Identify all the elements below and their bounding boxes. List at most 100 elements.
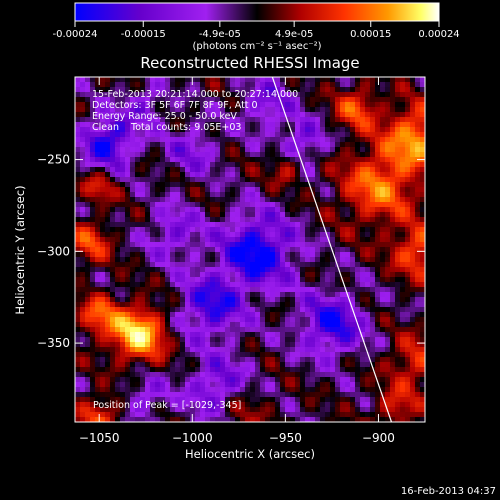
- heatmap-cell: [410, 127, 415, 132]
- heatmap-cell: [85, 147, 90, 152]
- heatmap-cell: [265, 222, 270, 227]
- heatmap-cell: [250, 287, 255, 292]
- heatmap-cell: [245, 77, 250, 82]
- heatmap-cell: [360, 197, 365, 202]
- heatmap-cell: [240, 182, 245, 187]
- heatmap-cell: [310, 272, 315, 277]
- heatmap-cell: [360, 302, 365, 307]
- heatmap-cell: [220, 222, 225, 227]
- heatmap-cell: [390, 192, 395, 197]
- heatmap-cell: [160, 292, 165, 297]
- heatmap-cell: [255, 197, 260, 202]
- heatmap-cell: [370, 397, 375, 402]
- heatmap-cell: [215, 242, 220, 247]
- heatmap-cell: [125, 352, 130, 357]
- heatmap-cell: [375, 342, 380, 347]
- heatmap-cell: [350, 157, 355, 162]
- heatmap-cell: [395, 77, 400, 82]
- heatmap-cell: [365, 232, 370, 237]
- heatmap-cell: [255, 272, 260, 277]
- heatmap-cell: [200, 282, 205, 287]
- heatmap-cell: [225, 77, 230, 82]
- colorbar-ticks: -0.00024 -0.00015 -4.9e-05 4.9e-05 0.00015 0.…: [53, 21, 460, 40]
- heatmap-cell: [370, 242, 375, 247]
- heatmap-cell: [250, 277, 255, 282]
- heatmap-cell: [415, 392, 420, 397]
- heatmap-cell: [125, 362, 130, 367]
- heatmap-cell: [330, 122, 335, 127]
- heatmap-cell: [170, 82, 175, 87]
- heatmap-cell: [75, 77, 80, 82]
- heatmap-cell: [240, 362, 245, 367]
- heatmap-cell: [395, 222, 400, 227]
- heatmap-cell: [355, 112, 360, 117]
- heatmap-cell: [215, 377, 220, 382]
- heatmap-cell: [265, 102, 270, 107]
- heatmap-cell: [325, 212, 330, 217]
- heatmap-cell: [305, 392, 310, 397]
- heatmap-cell: [95, 337, 100, 342]
- heatmap-cell: [120, 377, 125, 382]
- heatmap-cell: [230, 347, 235, 352]
- x-tick-label: −1000: [172, 431, 213, 445]
- heatmap-cell: [320, 292, 325, 297]
- heatmap-cell: [405, 282, 410, 287]
- heatmap-cell: [195, 172, 200, 177]
- heatmap-cell: [180, 172, 185, 177]
- heatmap-cell: [390, 372, 395, 377]
- heatmap-cell: [305, 387, 310, 392]
- heatmap-cell: [390, 222, 395, 227]
- heatmap-cell: [330, 327, 335, 332]
- heatmap-cell: [220, 227, 225, 232]
- heatmap-cell: [275, 302, 280, 307]
- heatmap-cell: [245, 357, 250, 362]
- heatmap-cell: [290, 302, 295, 307]
- heatmap-cell: [410, 347, 415, 352]
- heatmap-cell: [135, 337, 140, 342]
- heatmap-cell: [280, 127, 285, 132]
- heatmap-cell: [170, 197, 175, 202]
- heatmap-cell: [250, 247, 255, 252]
- heatmap-cell: [335, 332, 340, 337]
- heatmap-cell: [240, 292, 245, 297]
- heatmap-cell: [100, 372, 105, 377]
- heatmap-cell: [185, 387, 190, 392]
- heatmap-cell: [105, 257, 110, 262]
- heatmap-cell: [365, 77, 370, 82]
- heatmap-cell: [255, 177, 260, 182]
- heatmap-cell: [315, 272, 320, 277]
- heatmap-cell: [180, 362, 185, 367]
- heatmap-cell: [370, 207, 375, 212]
- heatmap-cell: [250, 77, 255, 82]
- heatmap-cell: [85, 97, 90, 102]
- heatmap-cell: [285, 312, 290, 317]
- heatmap-cell: [190, 307, 195, 312]
- heatmap-cell: [110, 337, 115, 342]
- heatmap-cell: [340, 222, 345, 227]
- heatmap-cell: [250, 312, 255, 317]
- heatmap-cell: [140, 282, 145, 287]
- heatmap-cell: [375, 262, 380, 267]
- heatmap-cell: [140, 302, 145, 307]
- heatmap-cell: [380, 232, 385, 237]
- heatmap-cell: [260, 327, 265, 332]
- heatmap-cell: [415, 92, 420, 97]
- heatmap-cell: [215, 297, 220, 302]
- heatmap-cell: [115, 307, 120, 312]
- heatmap-cell: [215, 272, 220, 277]
- heatmap-cell: [195, 337, 200, 342]
- heatmap-cell: [130, 312, 135, 317]
- heatmap-cell: [275, 257, 280, 262]
- heatmap-cell: [180, 412, 185, 417]
- heatmap-cell: [105, 297, 110, 302]
- heatmap-cell: [405, 102, 410, 107]
- heatmap-cell: [190, 292, 195, 297]
- heatmap-cell: [400, 297, 405, 302]
- heatmap-cell: [120, 197, 125, 202]
- heatmap-cell: [380, 337, 385, 342]
- heatmap-cell: [395, 322, 400, 327]
- heatmap-cell: [115, 152, 120, 157]
- heatmap-cell: [300, 287, 305, 292]
- heatmap-cell: [120, 297, 125, 302]
- heatmap-cell: [330, 357, 335, 362]
